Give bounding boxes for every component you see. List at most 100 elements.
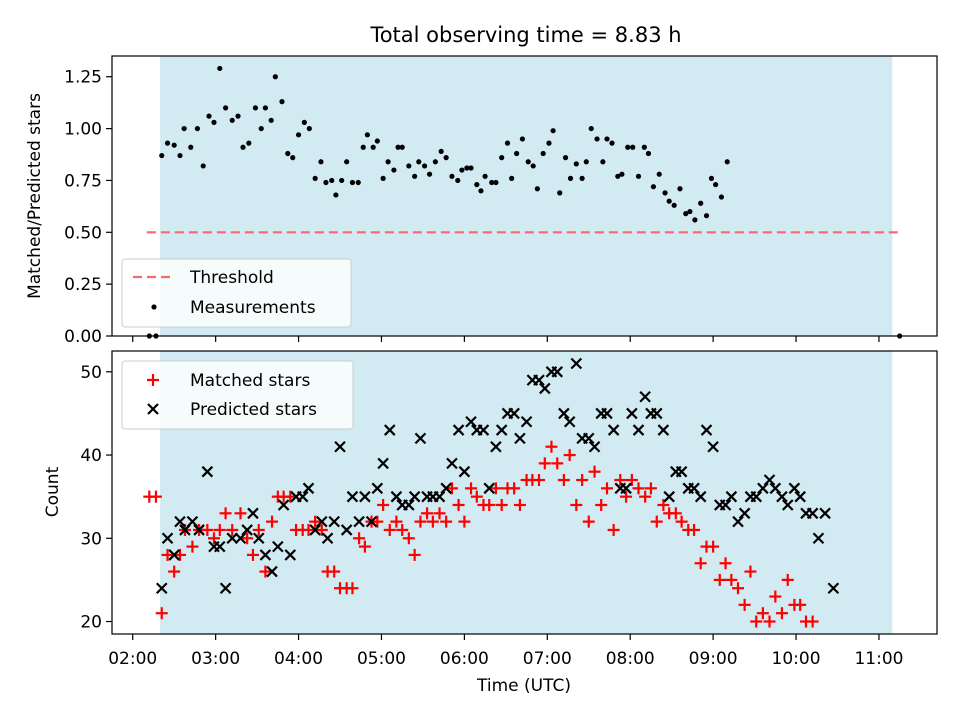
measurement-point [519,136,526,142]
matched-star-point [495,498,508,511]
predicted-star-point [563,415,576,428]
y-tick-label: 0.75 [64,171,102,191]
measurement-point [323,179,329,186]
predicted-star-point [632,424,645,436]
measurement-point [177,152,183,159]
matched-star-point [551,457,564,470]
predicted-star-point [321,532,334,545]
matched-star-point [402,532,415,545]
predicted-star-point [296,490,309,503]
predicted-star-point [446,457,458,470]
measurement-point [703,213,710,219]
matched-star-point [806,615,819,628]
measurement-point [525,159,531,165]
measurement-point [482,173,488,179]
matched-star-point [226,523,239,536]
matched-star-point [489,482,502,495]
measurement-point [666,198,672,204]
measurement-point [449,173,455,179]
predicted-star-point [315,515,328,528]
measurement-point [217,65,223,72]
measurement-point [650,184,657,190]
predicted-star-point [776,490,788,503]
predicted-star-point [725,490,738,503]
measurement-point [333,192,339,198]
measurement-point [246,140,252,146]
matched-star-point [458,515,471,528]
predicted-star-point [403,499,415,511]
measurement-point [391,167,397,173]
predicted-star-point [186,515,199,528]
predicted-star-point [452,424,465,436]
predicted-star-point [259,549,272,561]
predicted-star-point [626,407,638,420]
predicted-star-point [663,490,675,503]
measurement-point [615,173,621,179]
matched-star-point [725,573,738,586]
measurement-point [412,173,418,179]
x-tick-label: 07:00 [523,649,572,669]
predicted-star-point [570,357,583,370]
top-legend-box [121,258,352,328]
measurement-point [546,140,552,146]
predicted-star-point [607,424,620,436]
matched-star-point [213,523,226,536]
measurement-point [211,119,217,125]
measurement-point [459,167,465,173]
matched-star-point [744,565,757,578]
measurement-point [645,150,652,157]
measurement-point [344,159,350,165]
measurement-point [443,155,449,161]
matched-star-point [234,507,247,520]
measurement-point [609,140,615,146]
predicted-star-point [514,432,526,445]
predicted-star-point [794,490,806,503]
bottom-plot-frame [111,350,938,635]
matched-star-point [465,482,478,495]
matched-star-point [570,498,583,511]
top-y-axis-label: Matched/Predicted stars [25,93,45,299]
predicted-star-point [266,565,278,578]
measurement-point [630,144,636,150]
matched-star-point [657,498,670,511]
measurement-point [171,142,177,148]
predicted-star-point [657,424,670,436]
predicted-star-point [359,490,371,503]
matched-star-point [414,515,427,528]
predicted-star-point [408,490,421,503]
x-tick-label: 06:00 [440,649,489,669]
matched-star-point [781,573,794,586]
predicted-star-point [433,490,446,503]
measurement-point [708,175,715,181]
measurement-point [573,161,579,167]
predicted-star-point [272,540,284,553]
y-tick-label: 20 [80,613,102,633]
matched-star-point [588,465,601,478]
predicted-star-point [277,499,290,511]
predicted-star-point [495,424,508,436]
predicted-star-point [365,515,378,528]
predicted-star-point [377,457,389,470]
matched-star-point [173,548,186,561]
matched-star-point [426,515,439,528]
measurement-point [252,105,259,111]
measurement-point [364,132,370,138]
measurement-point [349,179,356,186]
predicted-star-point [819,507,831,520]
matched-star-point [186,540,199,553]
predicted-star-point [353,515,365,528]
matched-star-point [371,515,384,528]
measurement-point [464,165,470,171]
matched-star-point [421,507,434,520]
y-tick-label: 40 [80,446,102,466]
measurement-point [579,175,585,181]
predicted-star-point [700,424,713,436]
matched-star-point [675,515,688,528]
measurement-point [385,159,391,165]
predicted-star-point [781,499,794,511]
predicted-star-point [226,532,239,545]
measurement-point [438,148,444,155]
predicted-star-point [694,490,707,503]
matched-star-point [607,523,620,536]
legend-measurements-label: Measurements [190,298,316,318]
